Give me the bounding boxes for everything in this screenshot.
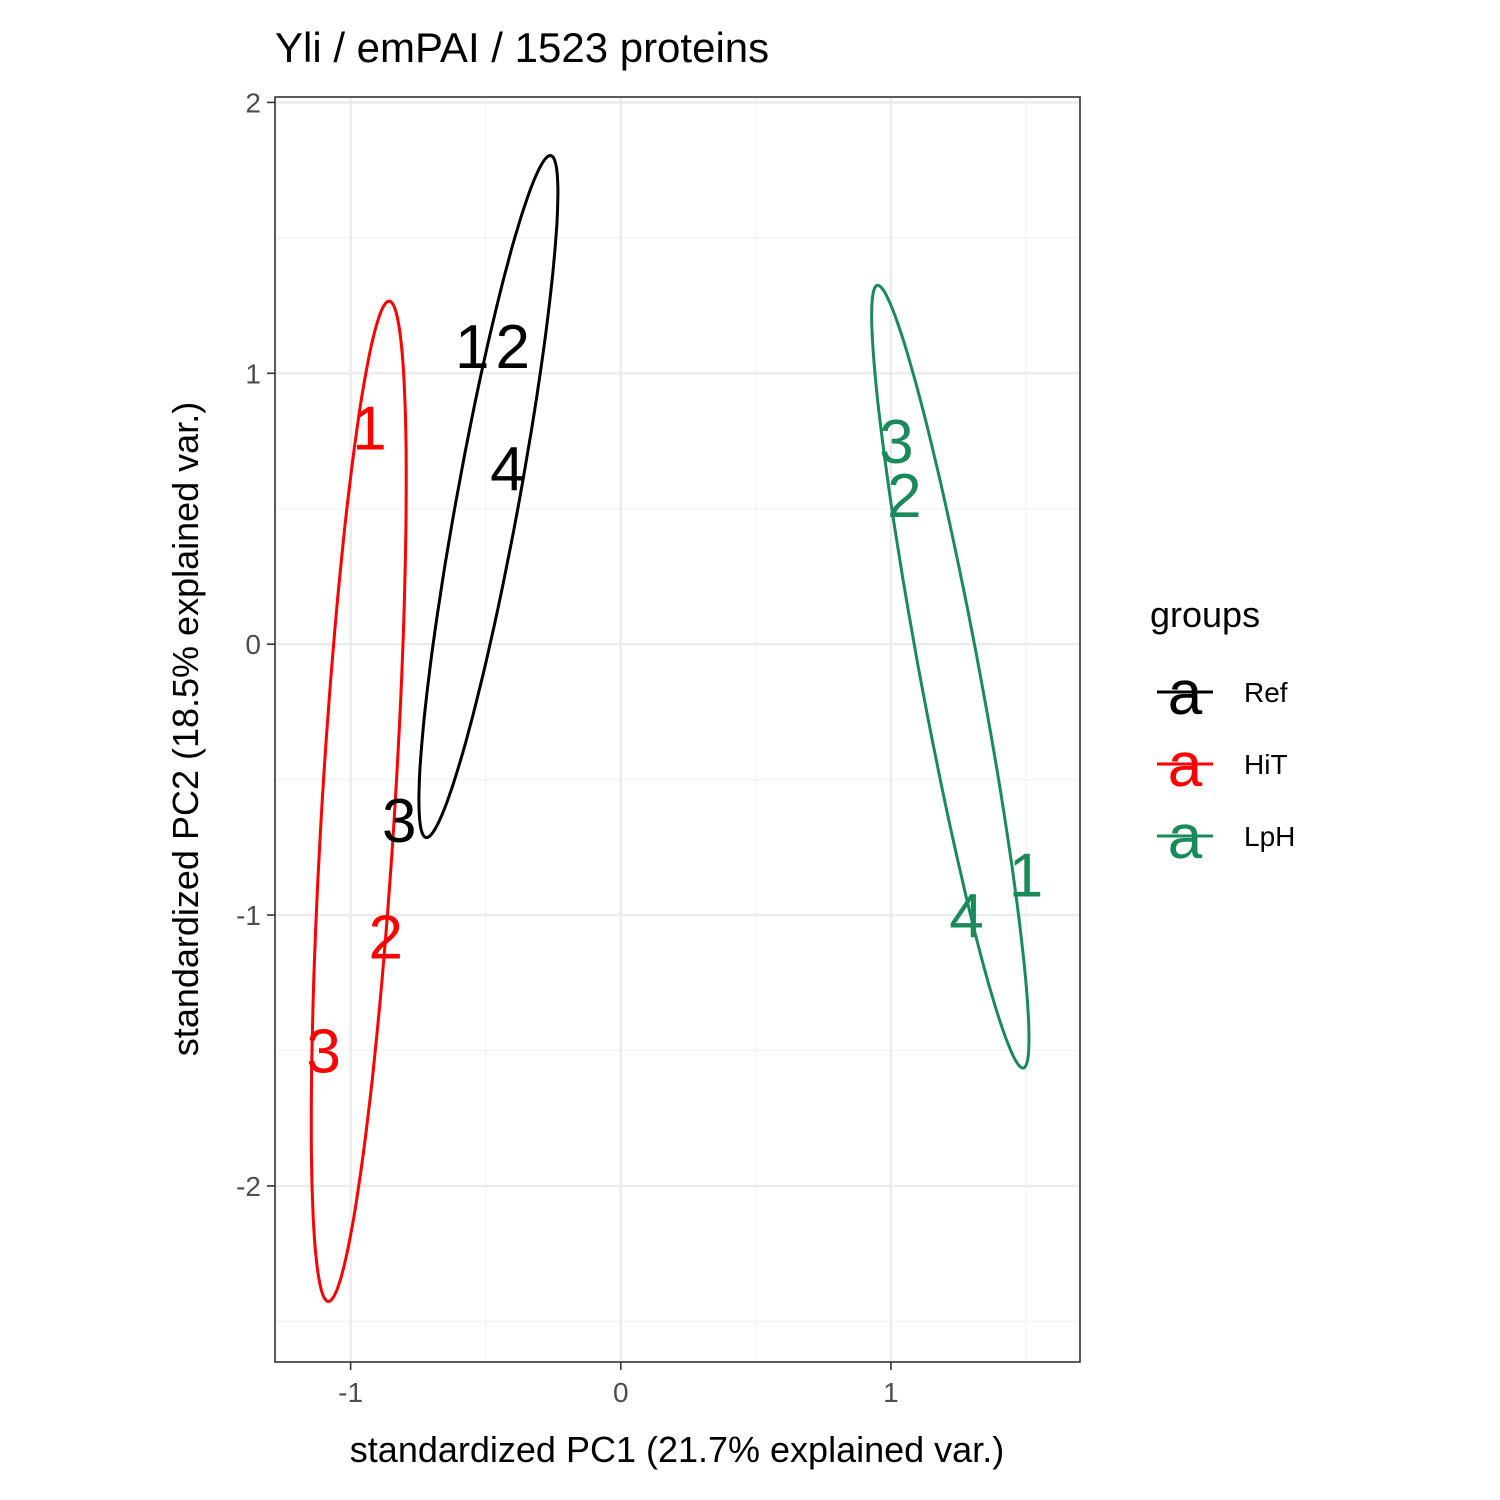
x-tick-label: -1	[338, 1377, 363, 1408]
y-tick-label: 1	[245, 358, 261, 389]
point-ref-1: 1	[455, 313, 489, 382]
x-tick-label: 0	[613, 1377, 629, 1408]
point-ref-3: 3	[382, 787, 416, 856]
y-axis-title: standardized PC2 (18.5% explained var.)	[165, 402, 206, 1056]
x-axis-title: standardized PC1 (21.7% explained var.)	[350, 1429, 1004, 1470]
point-hit-2: 2	[369, 904, 403, 973]
point-lph-1: 1	[1009, 841, 1043, 910]
ellipses	[309, 153, 1031, 1304]
y-tick-label: 2	[245, 87, 261, 118]
x-tick-label: 1	[883, 1377, 899, 1408]
grid	[275, 97, 1080, 1362]
ellipse-hit	[309, 299, 408, 1304]
ellipse-ref	[417, 153, 560, 840]
legend-label-hit: HiT	[1244, 749, 1288, 780]
point-lph-2: 2	[887, 462, 921, 531]
y-tick-label: 0	[245, 629, 261, 660]
legend-label-lph: LpH	[1244, 821, 1295, 852]
y-tick-label: -2	[236, 1171, 261, 1202]
point-lph-3: 3	[879, 408, 913, 477]
panel-border	[274, 96, 1081, 1363]
ellipse-lph	[870, 283, 1031, 1070]
legend-title: groups	[1150, 594, 1260, 635]
point-ref-4: 4	[490, 435, 524, 504]
point-hit-3: 3	[306, 1017, 340, 1086]
legend-label-ref: Ref	[1244, 677, 1288, 708]
chart-title: Yli / emPAI / 1523 proteins	[275, 24, 769, 71]
point-ref-2: 2	[495, 313, 529, 382]
y-tick-label: -1	[236, 900, 261, 931]
point-lph-4: 4	[949, 882, 983, 951]
point-hit-1: 1	[352, 394, 386, 463]
